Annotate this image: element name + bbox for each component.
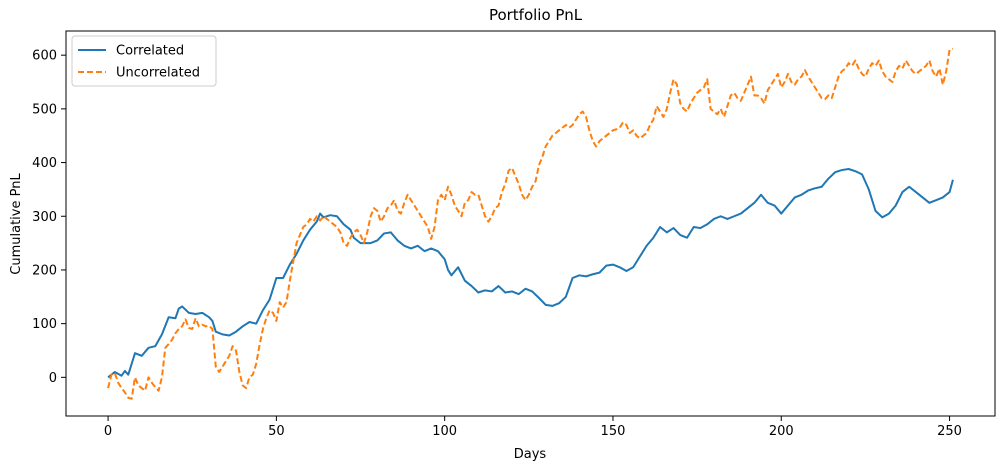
x-tick-label: 150: [601, 424, 626, 439]
x-tick-label: 50: [268, 424, 285, 439]
legend-label-uncorrelated: Uncorrelated: [116, 66, 200, 81]
legend: Correlated Uncorrelated: [71, 35, 217, 87]
series-line-correlated: [107, 168, 954, 379]
y-tick-label: 400: [32, 156, 57, 171]
y-tick-label: 0: [49, 371, 57, 386]
y-tick-label: 500: [32, 102, 57, 117]
x-axis: 0 50 100 150 200 250: [104, 416, 962, 439]
y-axis-label: Cumulative PnL: [9, 173, 24, 275]
plot-area: [65, 30, 996, 417]
x-tick-label: 0: [104, 424, 112, 439]
x-tick-label: 200: [769, 424, 794, 439]
y-tick-label: 600: [32, 49, 57, 64]
y-tick-label: 200: [32, 263, 57, 278]
chart-title: Portfolio PnL: [489, 6, 583, 24]
y-tick-label: 300: [32, 210, 57, 225]
y-tick-label: 100: [32, 317, 57, 332]
legend-label-correlated: Correlated: [116, 44, 184, 59]
series-line-uncorrelated: [107, 47, 954, 400]
series-layer: [107, 47, 954, 400]
x-tick-label: 250: [937, 424, 962, 439]
y-axis: 0 100 200 300 400 500 600: [32, 49, 66, 386]
x-tick-label: 100: [432, 424, 457, 439]
legend-box: [71, 35, 217, 87]
x-axis-label: Days: [514, 447, 547, 462]
plot-frame: [65, 30, 996, 417]
